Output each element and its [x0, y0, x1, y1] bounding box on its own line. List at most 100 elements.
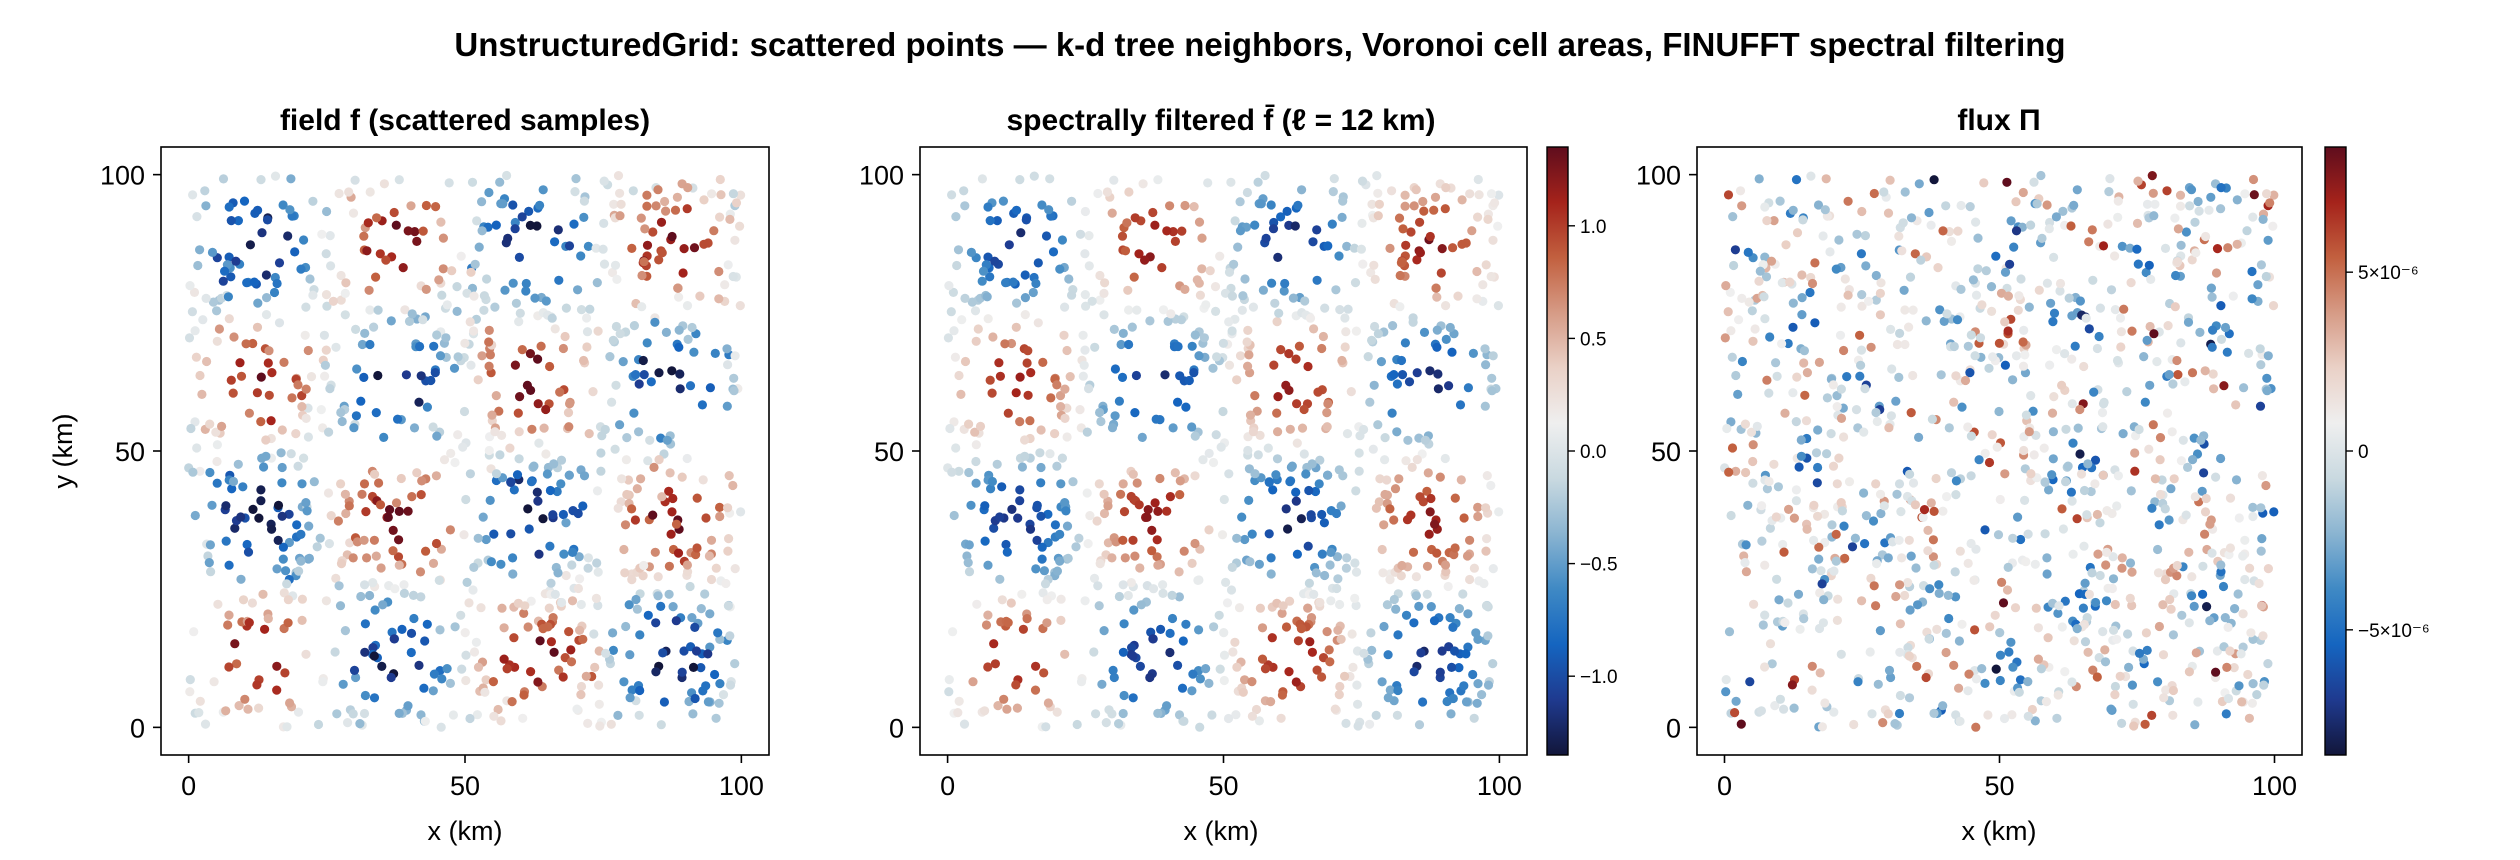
scatter-point [1048, 247, 1059, 257]
scatter-point [558, 509, 569, 520]
scatter-point [1981, 266, 1991, 276]
scatter-point [227, 484, 237, 494]
scatter-point [1890, 719, 1900, 729]
scatter-point [564, 627, 574, 637]
scatter-point [221, 536, 231, 546]
scatter-point [1839, 521, 1849, 531]
scatter-point [1468, 348, 1478, 358]
scatter-point [432, 431, 442, 441]
scatter-point [273, 500, 284, 510]
scatter-point [1118, 580, 1128, 590]
scatter-point [1866, 573, 1876, 584]
scatter-point [472, 216, 482, 226]
scatter-point [1266, 569, 1276, 579]
scatter-point [290, 247, 300, 257]
scatter-point [1486, 189, 1497, 199]
x-axis-label: x (km) [1962, 816, 2037, 846]
scatter-point [505, 443, 515, 453]
scatter-point [186, 423, 196, 434]
scatter-point [1903, 643, 1913, 653]
scatter-point [1755, 266, 1765, 276]
scatter-point [1020, 310, 1030, 320]
scatter-point [1886, 324, 1896, 334]
scatter-point [1353, 699, 1363, 709]
scatter-point [672, 192, 683, 202]
scatter-point [2127, 600, 2137, 611]
y-tick-label: 0 [1666, 713, 1681, 743]
scatter-point [705, 383, 716, 393]
scatter-point [2198, 561, 2208, 571]
x-axis-label: x (km) [428, 816, 503, 846]
scatter-point [1488, 235, 1498, 245]
scatter-point [1306, 510, 1316, 520]
scatter-point [2093, 549, 2103, 559]
scatter-point [1861, 510, 1871, 521]
scatter-point [609, 199, 619, 209]
scatter-point [1897, 246, 1907, 256]
scatter-point [1832, 391, 1842, 401]
scatter-point [2154, 621, 2164, 632]
scatter-point [386, 672, 396, 683]
scatter-point [1365, 719, 1375, 729]
scatter-point [340, 310, 350, 320]
scatter-point [2176, 456, 2186, 466]
scatter-point [736, 507, 746, 517]
scatter-point [1788, 388, 1798, 398]
scatter-point [2193, 697, 2203, 707]
scatter-point [1176, 315, 1186, 325]
scatter-point [1195, 290, 1205, 300]
scatter-point [1175, 476, 1185, 486]
scatter-point [1346, 387, 1356, 397]
scatter-point [1885, 175, 1895, 185]
scatter-point [599, 259, 610, 269]
scatter-point [1865, 647, 1875, 657]
scatter-point [2164, 515, 2174, 525]
scatter-point [954, 370, 964, 381]
scatter-point [278, 542, 288, 552]
scatter-point [1175, 490, 1185, 500]
scatter-point [234, 701, 244, 711]
scatter-point [1761, 272, 1772, 282]
scatter-point [1080, 206, 1090, 217]
scatter-point [995, 512, 1005, 522]
scatter-point [1071, 542, 1081, 552]
scatter-point [1130, 408, 1140, 418]
scatter-point [496, 559, 506, 569]
scatter-point [1376, 357, 1386, 367]
scatter-point [436, 217, 446, 227]
scatter-point [1312, 225, 1322, 235]
scatter-point [418, 315, 428, 325]
scatter-point [350, 175, 360, 185]
scatter-point [2187, 591, 2197, 601]
scatter-point [1740, 419, 1750, 429]
scatter-point [971, 478, 981, 488]
scatter-point [1800, 390, 1810, 400]
scatter-point [533, 399, 543, 409]
scatter-point [1309, 324, 1319, 334]
scatter-point [1942, 492, 1952, 502]
scatter-point [2207, 548, 2217, 558]
scatter-point [1432, 342, 1442, 352]
scatter-point [1886, 672, 1896, 683]
scatter-point [1904, 693, 1915, 703]
scatter-point [2020, 495, 2030, 505]
scatter-point [438, 233, 448, 243]
y-tick-label: 50 [115, 437, 145, 467]
scatter-point [2239, 383, 2249, 393]
scatter-point [1403, 435, 1413, 445]
colorbar-tick-label: 1.0 [1580, 217, 1606, 238]
scatter-point [2047, 408, 2058, 418]
scatter-point [2154, 520, 2164, 530]
scatter-point [333, 516, 343, 526]
x-axis-label: x (km) [1184, 816, 1259, 846]
scatter-point [2027, 704, 2037, 715]
scatter-point [688, 709, 698, 719]
scatter-point [365, 305, 375, 315]
scatter-point [1829, 707, 1839, 717]
scatter-point [1250, 220, 1260, 230]
scatter-point [2190, 720, 2200, 730]
scatter-point [2225, 543, 2235, 553]
scatter-point [1783, 598, 1793, 608]
scatter-point [631, 594, 641, 605]
scatter-point [1254, 559, 1264, 569]
